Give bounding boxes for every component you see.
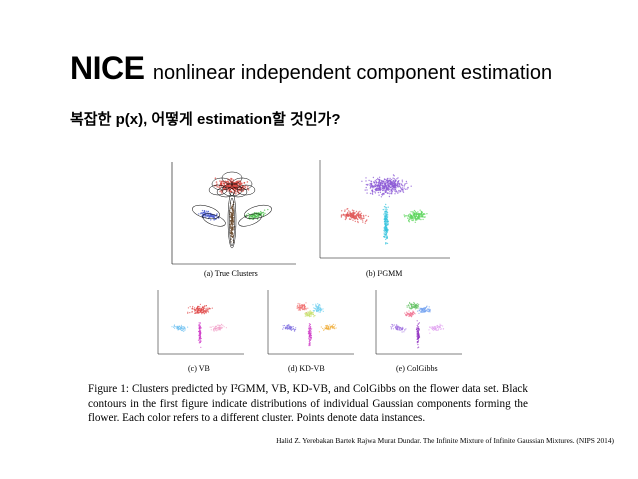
scatter-cluster-plot-icon [375,290,462,355]
panel-label-colgibbs: (e) ColGibbs [396,364,438,373]
title-main: NICE [70,50,145,86]
panel-true-clusters [168,160,298,270]
panel-kd-vb [262,288,356,358]
slide-question: 복잡한 p(x), 어떻게 estimation할 것인가? [70,111,341,128]
title-subtitle: nonlinear independent component estimati… [152,62,553,84]
panel-label-i2gmm: (b) I²GMM [366,269,403,278]
scatter-cluster-plot-icon [319,160,450,259]
scatter-cluster-plot-icon [267,290,354,355]
panel-label-kd-vb: (d) KD-VB [288,364,325,373]
flower-ellipses-plot-icon [171,162,296,265]
figure-caption: Figure 1: Clusters predicted by I²GMM, V… [88,383,528,424]
panel-label-vb: (c) VB [188,364,210,373]
panel-i2gmm [312,158,452,270]
scatter-cluster-plot-icon [157,290,244,355]
panel-vb [152,288,246,358]
panel-colgibbs [370,288,464,358]
panel-label-true-clusters: (a) True Clusters [204,269,258,278]
citation: Halid Z. Yerebakan Bartek Rajwa Murat Du… [276,436,614,445]
slide-title: NICE nonlinear independent component est… [70,50,552,87]
